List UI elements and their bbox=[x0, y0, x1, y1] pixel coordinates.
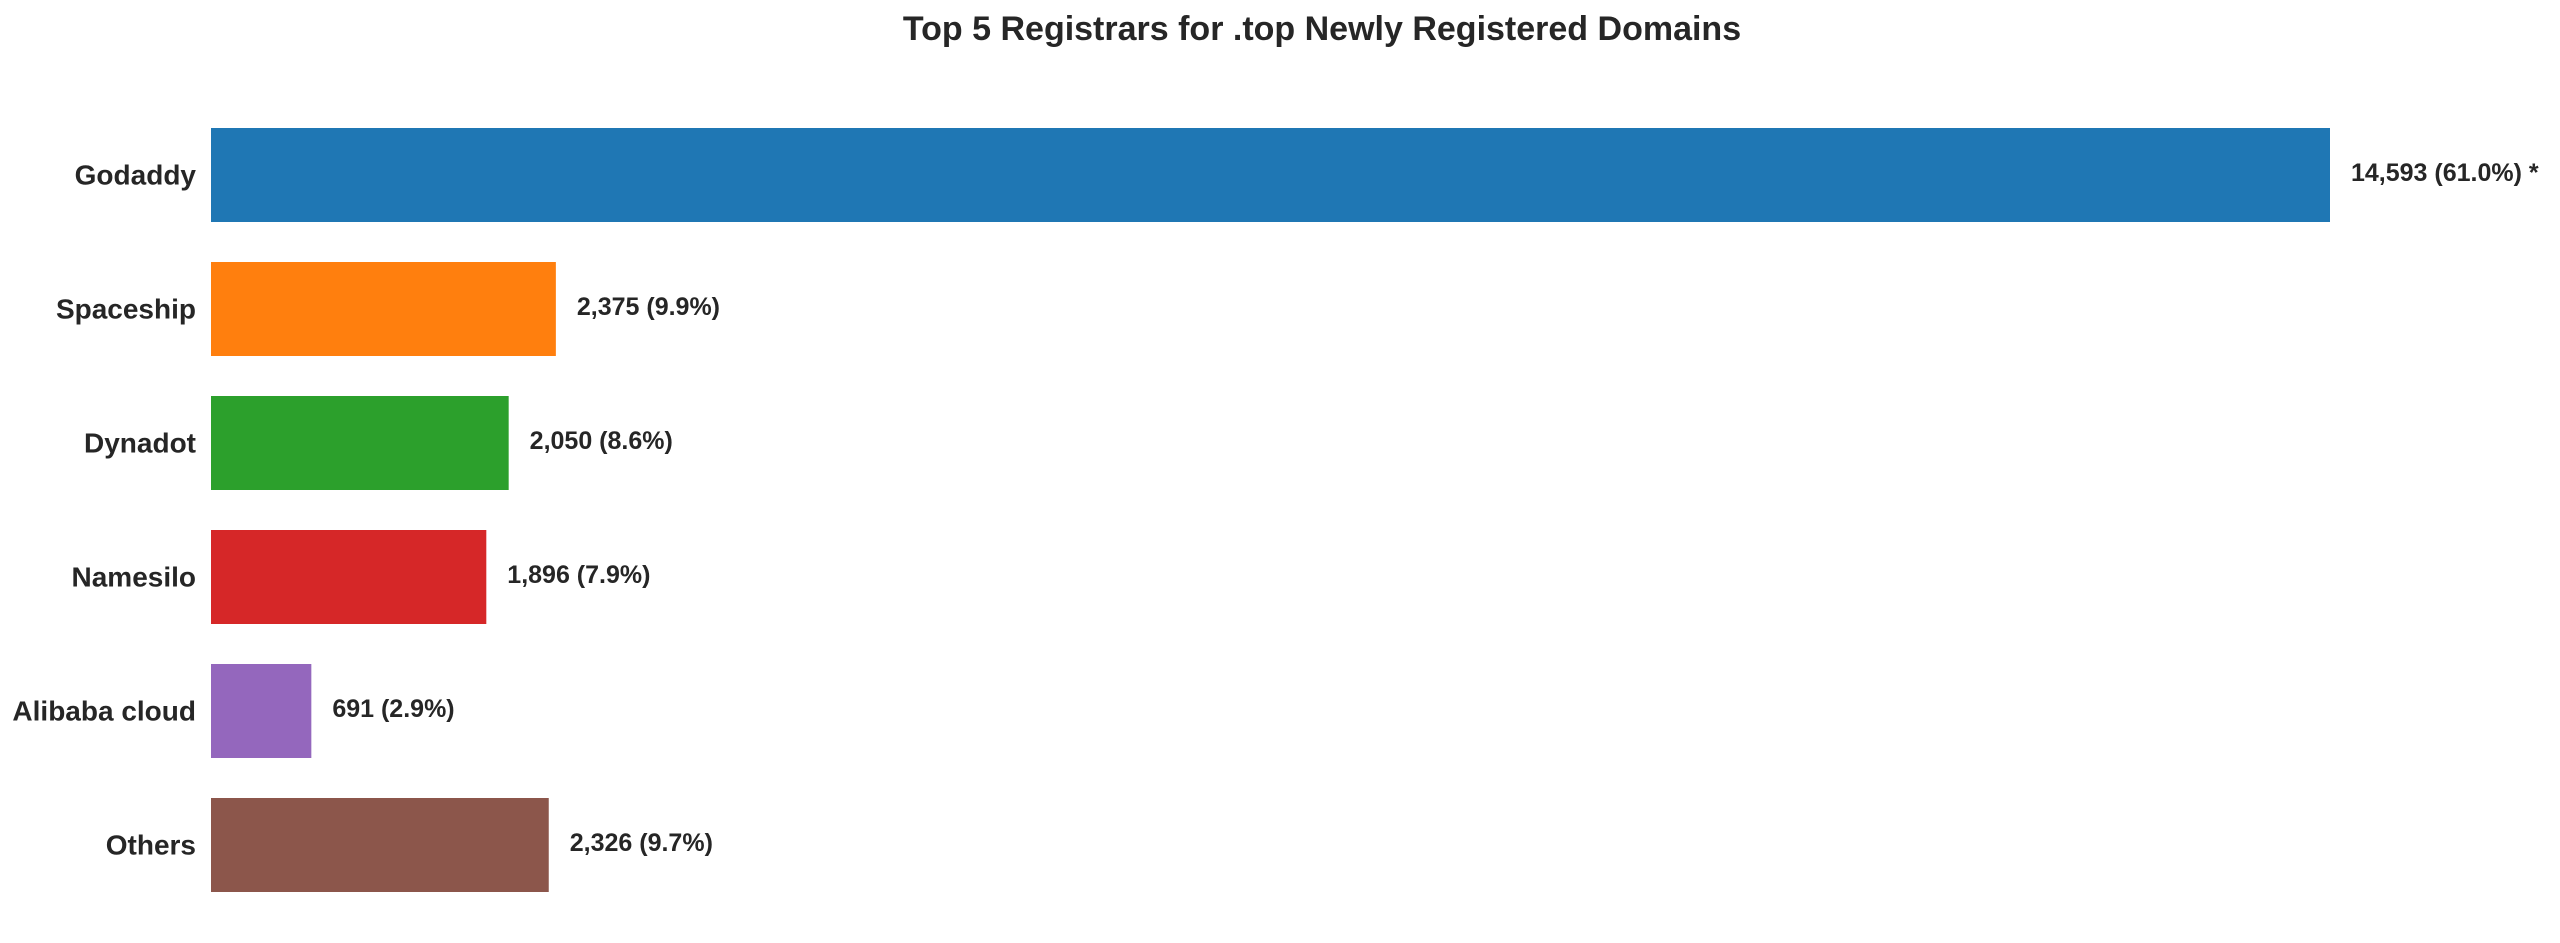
bar-spaceship bbox=[211, 262, 556, 356]
category-label-others: Others bbox=[106, 830, 196, 861]
value-label-godaddy: 14,593 (61.0%) * bbox=[2351, 159, 2539, 187]
value-label-spaceship: 2,375 (9.9%) bbox=[577, 293, 720, 321]
bar-alibaba-cloud bbox=[211, 664, 312, 758]
category-label-godaddy: Godaddy bbox=[75, 160, 197, 191]
category-label-spaceship: Spaceship bbox=[56, 294, 196, 325]
category-label-alibaba-cloud: Alibaba cloud bbox=[12, 696, 196, 727]
value-label-namesilo: 1,896 (7.9%) bbox=[507, 561, 650, 589]
category-label-namesilo: Namesilo bbox=[72, 562, 197, 593]
bars-layer bbox=[211, 128, 2330, 892]
chart-title: Top 5 Registrars for .top Newly Register… bbox=[903, 10, 1741, 48]
value-label-others: 2,326 (9.7%) bbox=[570, 829, 713, 857]
value-labels-layer: 14,593 (61.0%) * 2,375 (9.9%) 2,050 (8.6%)… bbox=[332, 159, 2539, 857]
bar-godaddy bbox=[211, 128, 2330, 222]
value-label-dynadot: 2,050 (8.6%) bbox=[530, 427, 673, 455]
category-label-dynadot: Dynadot bbox=[84, 428, 196, 459]
bar-dynadot bbox=[211, 396, 509, 490]
bar-others bbox=[211, 798, 549, 892]
value-label-alibaba-cloud: 691 (2.9%) bbox=[332, 695, 454, 723]
bar-namesilo bbox=[211, 530, 487, 624]
category-labels-layer: Godaddy Spaceship Dynadot Namesilo Alibaba c… bbox=[12, 160, 196, 861]
